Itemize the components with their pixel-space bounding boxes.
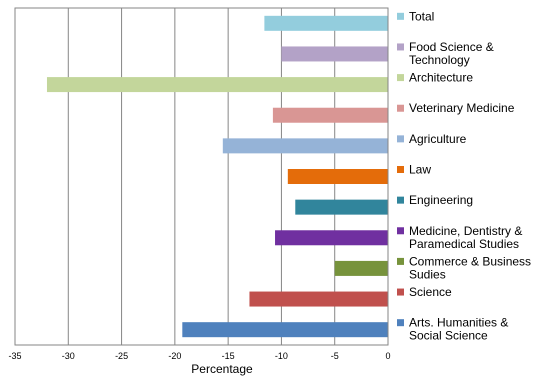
legend-label: Agriculture	[409, 132, 467, 146]
legend-swatch	[397, 12, 404, 20]
bar-engineering	[295, 199, 388, 215]
legend-label: Total	[409, 9, 434, 23]
legend: Total Food Science &Technology Architectur…	[397, 9, 531, 343]
legend-label: Commerce & Business	[409, 254, 531, 268]
legend-swatch	[397, 166, 404, 173]
legend-label: Paramedical Studies	[409, 237, 519, 251]
bar-law	[287, 169, 388, 184]
legend-label: Science	[409, 285, 452, 299]
legend-swatch	[397, 319, 404, 327]
x-tick-label: -25	[115, 351, 128, 361]
legend-swatch	[397, 288, 404, 296]
legend-swatch	[397, 227, 404, 235]
bar-arts-humanities-social-science	[182, 322, 388, 338]
legend-swatch	[397, 196, 404, 204]
bar-total	[264, 15, 388, 31]
bar-science	[249, 291, 388, 307]
bars	[46, 15, 388, 338]
legend-label: Arts. Humanities &	[409, 316, 508, 330]
x-tick-label: -10	[275, 351, 288, 361]
bar-commerce-business-sudies	[334, 260, 388, 276]
legend-label: Technology	[409, 53, 470, 67]
bar-veterinary-medicine	[272, 107, 388, 123]
legend-label: Law	[409, 163, 431, 177]
x-tick-label: -20	[168, 351, 181, 361]
plot-area-frame	[14, 7, 389, 346]
bar-architecture	[46, 77, 388, 93]
bar-agriculture	[222, 138, 388, 154]
x-axis-ticks: -35 -30 -25 -20 -15 -10 -5 0	[8, 351, 390, 361]
legend-label: Sudies	[409, 267, 446, 281]
legend-swatch	[397, 43, 404, 51]
legend-label: Medicine, Dentistry &	[409, 224, 522, 238]
x-tick-label: -35	[8, 351, 21, 361]
x-axis-title: Percentage	[191, 362, 253, 376]
bar-food-science-technology	[281, 46, 388, 62]
legend-label: Engineering	[409, 193, 473, 207]
bar-medicine-dentistry-paramedical-studies	[275, 230, 388, 246]
x-tick-label: -30	[62, 351, 75, 361]
legend-label: Social Science	[409, 329, 488, 343]
legend-label: Architecture	[409, 71, 473, 85]
x-tick-label: -15	[222, 351, 235, 361]
legend-swatch	[397, 104, 404, 112]
x-tick-label: 0	[385, 351, 390, 361]
legend-swatch	[397, 257, 404, 265]
legend-swatch	[397, 74, 404, 82]
legend-swatch	[397, 135, 404, 143]
legend-label: Veterinary Medicine	[409, 101, 515, 115]
legend-label: Food Science &	[409, 40, 494, 54]
x-tick-label: -5	[331, 351, 339, 361]
